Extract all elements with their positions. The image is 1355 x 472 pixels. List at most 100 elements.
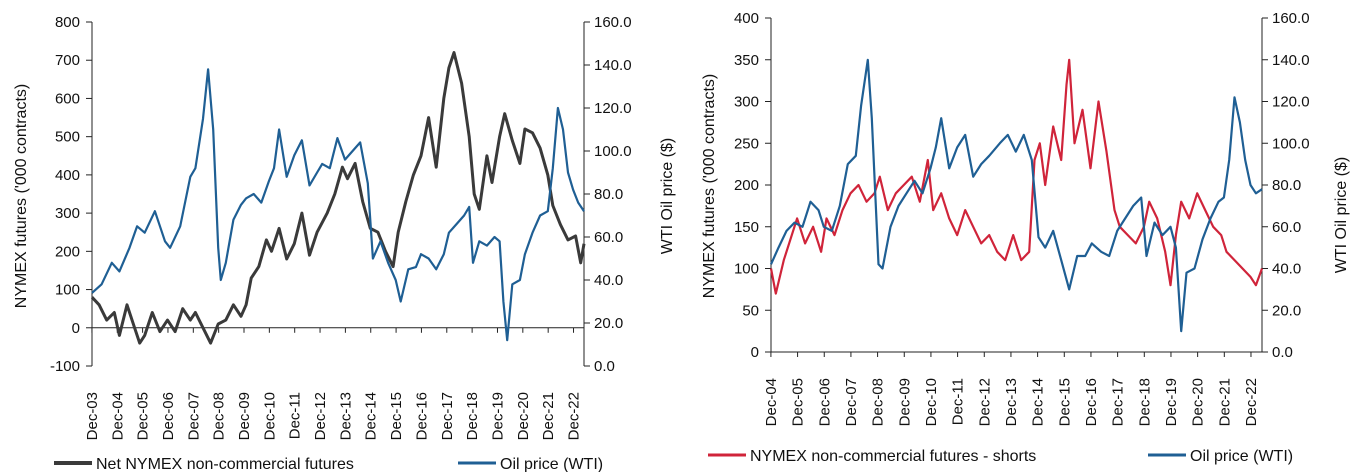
chart2-x-tick-label: Dec-22 xyxy=(1243,378,1260,426)
chart1-left-tick-label: 400 xyxy=(55,167,80,184)
chart2-right-tick-label: 140.0 xyxy=(1272,52,1310,69)
chart2-x-tick-label: Dec-18 xyxy=(1136,378,1153,426)
chart2-right-tick-label: 60.0 xyxy=(1272,219,1301,236)
chart1-left-tick-label: 200 xyxy=(55,243,80,260)
chart2-x-tick-label: Dec-06 xyxy=(816,378,833,426)
chart1-right-tick-label: 100.0 xyxy=(594,143,632,160)
chart1-right-tick-label: 0.0 xyxy=(594,358,615,375)
chart2-legend-label-shorts: NYMEX non-commercial futures - shorts xyxy=(750,448,1036,465)
chart1-x-tick-label: Dec-13 xyxy=(337,392,354,440)
chart2-left-tick-label: 50 xyxy=(742,302,759,319)
chart2-left-tick-label: 250 xyxy=(734,135,759,152)
chart1-x-tick-label: Dec-16 xyxy=(413,392,430,440)
chart2-right-tick-label: 100.0 xyxy=(1272,135,1310,152)
chart2-series-oil-price-line xyxy=(769,58,1263,333)
chart1-x-tick-label: Dec-07 xyxy=(185,392,202,440)
chart2-right-tick-label: 0.0 xyxy=(1272,344,1293,361)
chart2-x-tick-label: Dec-08 xyxy=(870,378,887,426)
chart2-y-axis-title: NYMEX futures ('000 contracts) xyxy=(701,74,718,298)
chart1-legend: Net NYMEX non-commercial futures Oil pri… xyxy=(54,456,603,472)
chart2-y2-axis-title: WTI Oil price ($) xyxy=(1333,157,1350,273)
chart1-x-tick-label: Dec-10 xyxy=(261,392,278,440)
chart-net-futures: -100 0 100 200 300 400 500 600 700 800 0.0 20.0 40.… xyxy=(13,14,676,472)
chart2-x-tick-label: Dec-20 xyxy=(1190,378,1207,426)
chart1-right-tick-label: 20.0 xyxy=(594,315,623,332)
chart2-x-tick-label: Dec-19 xyxy=(1163,378,1180,426)
chart2-right-tick-label: 160.0 xyxy=(1272,10,1310,27)
chart2-left-axis: 0 50 100 150 200 250 300 350 400 xyxy=(734,10,772,361)
chart1-series xyxy=(90,51,586,345)
chart1-right-tick-label: 120.0 xyxy=(594,100,632,117)
chart1-x-tick-label: Dec-17 xyxy=(439,392,456,440)
chart2-x-tick-label: Dec-09 xyxy=(896,378,913,426)
chart2-x-tick-label: Dec-13 xyxy=(1003,378,1020,426)
chart2-x-tick-label: Dec-04 xyxy=(763,378,780,426)
chart1-y2-axis-title: WTI Oil price ($) xyxy=(659,138,676,254)
chart2-right-tick-label: 40.0 xyxy=(1272,261,1301,278)
chart2-left-tick-label: 150 xyxy=(734,219,759,236)
chart1-left-tick-label: 700 xyxy=(55,52,80,69)
chart2-x-tick-label: Dec-12 xyxy=(976,378,993,426)
chart1-legend-label-oil: Oil price (WTI) xyxy=(500,456,603,472)
chart2-x-axis: Dec-04 Dec-05 Dec-06 Dec-07 Dec-08 Dec-09 Dec-… xyxy=(763,351,1262,426)
chart2-right-tick-label: 120.0 xyxy=(1272,94,1310,111)
chart2-x-tick-label: Dec-10 xyxy=(923,378,940,426)
chart1-x-tick-label: Dec-14 xyxy=(363,392,380,440)
chart1-x-tick-label: Dec-04 xyxy=(109,392,126,440)
chart1-left-tick-label: -100 xyxy=(50,358,80,375)
chart2-left-tick-label: 350 xyxy=(734,52,759,69)
chart2-x-tick-label: Dec-17 xyxy=(1110,378,1127,426)
chart2-x-tick-label: Dec-21 xyxy=(1216,378,1233,426)
chart2-series-futures-line xyxy=(769,58,1264,295)
chart1-legend-label-net: Net NYMEX non-commercial futures xyxy=(96,456,354,472)
chart2-legend-label-oil: Oil price (WTI) xyxy=(1190,448,1293,465)
chart1-x-tick-label: Dec-05 xyxy=(135,392,152,440)
chart1-series-futures-line xyxy=(90,51,586,345)
chart2-series xyxy=(769,58,1264,333)
chart1-y-axis-title: NYMEX futures ('000 contracts) xyxy=(13,84,30,308)
chart1-left-tick-label: 500 xyxy=(55,129,80,146)
chart2-x-tick-label: Dec-14 xyxy=(1030,378,1047,426)
chart1-x-tick-label: Dec-15 xyxy=(388,392,405,440)
chart1-x-tick-label: Dec-12 xyxy=(312,392,329,440)
chart2-left-tick-label: 100 xyxy=(734,261,759,278)
chart1-right-tick-label: 140.0 xyxy=(594,57,632,74)
chart2-right-tick-label: 20.0 xyxy=(1272,302,1301,319)
chart1-x-tick-label: Dec-19 xyxy=(489,392,506,440)
chart1-x-tick-label: Dec-11 xyxy=(287,392,304,439)
chart1-left-tick-label: 100 xyxy=(55,282,80,299)
chart1-left-tick-label: 800 xyxy=(55,14,80,31)
chart1-x-tick-label: Dec-21 xyxy=(540,392,557,440)
chart1-left-tick-label: 600 xyxy=(55,90,80,107)
chart2-right-axis: 0.0 20.0 40.0 60.0 80.0 100.0 120.0 140.0 160.0 xyxy=(1261,10,1310,361)
chart2-legend: NYMEX non-commercial futures - shorts Oi… xyxy=(708,448,1293,465)
chart1-series-oil-price-line xyxy=(91,68,585,342)
chart2-left-tick-label: 0 xyxy=(751,344,759,361)
chart1-right-tick-label: 40.0 xyxy=(594,272,623,289)
chart2-left-tick-label: 400 xyxy=(734,10,759,27)
chart1-x-tick-label: Dec-22 xyxy=(566,392,583,440)
chart-shorts-futures: 0 50 100 150 200 250 300 350 400 0.0 20.0 40.0 60.0… xyxy=(701,10,1350,465)
chart2-x-tick-label: Dec-05 xyxy=(790,378,807,426)
chart2-left-tick-label: 200 xyxy=(734,177,759,194)
chart1-left-tick-label: 300 xyxy=(55,205,80,222)
chart2-left-tick-label: 300 xyxy=(734,94,759,111)
chart1-x-tick-label: Dec-20 xyxy=(515,392,532,440)
chart1-right-tick-label: 160.0 xyxy=(594,14,632,31)
chart1-x-tick-label: Dec-09 xyxy=(236,392,253,440)
chart1-right-axis: 0.0 20.0 40.0 60.0 80.0 100.0 120.0 140.0 160.0 xyxy=(583,14,632,375)
chart2-x-tick-label: Dec-07 xyxy=(843,378,860,426)
chart1-x-axis: Dec-03 Dec-04 Dec-05 Dec-06 Dec-07 Dec-08 Dec-… xyxy=(84,327,584,440)
chart1-x-tick-label: Dec-06 xyxy=(160,392,177,440)
chart1-x-tick-label: Dec-18 xyxy=(464,392,481,440)
chart2-x-tick-label: Dec-11 xyxy=(950,378,967,425)
chart1-left-tick-label: 0 xyxy=(72,320,80,337)
chart1-x-tick-label: Dec-03 xyxy=(84,392,101,440)
chart1-right-tick-label: 80.0 xyxy=(594,186,623,203)
chart2-x-tick-label: Dec-15 xyxy=(1056,378,1073,426)
chart2-x-tick-label: Dec-16 xyxy=(1083,378,1100,426)
chart1-right-tick-label: 60.0 xyxy=(594,229,623,246)
chart2-right-tick-label: 80.0 xyxy=(1272,177,1301,194)
chart1-left-axis: -100 0 100 200 300 400 500 600 700 800 xyxy=(50,14,93,375)
